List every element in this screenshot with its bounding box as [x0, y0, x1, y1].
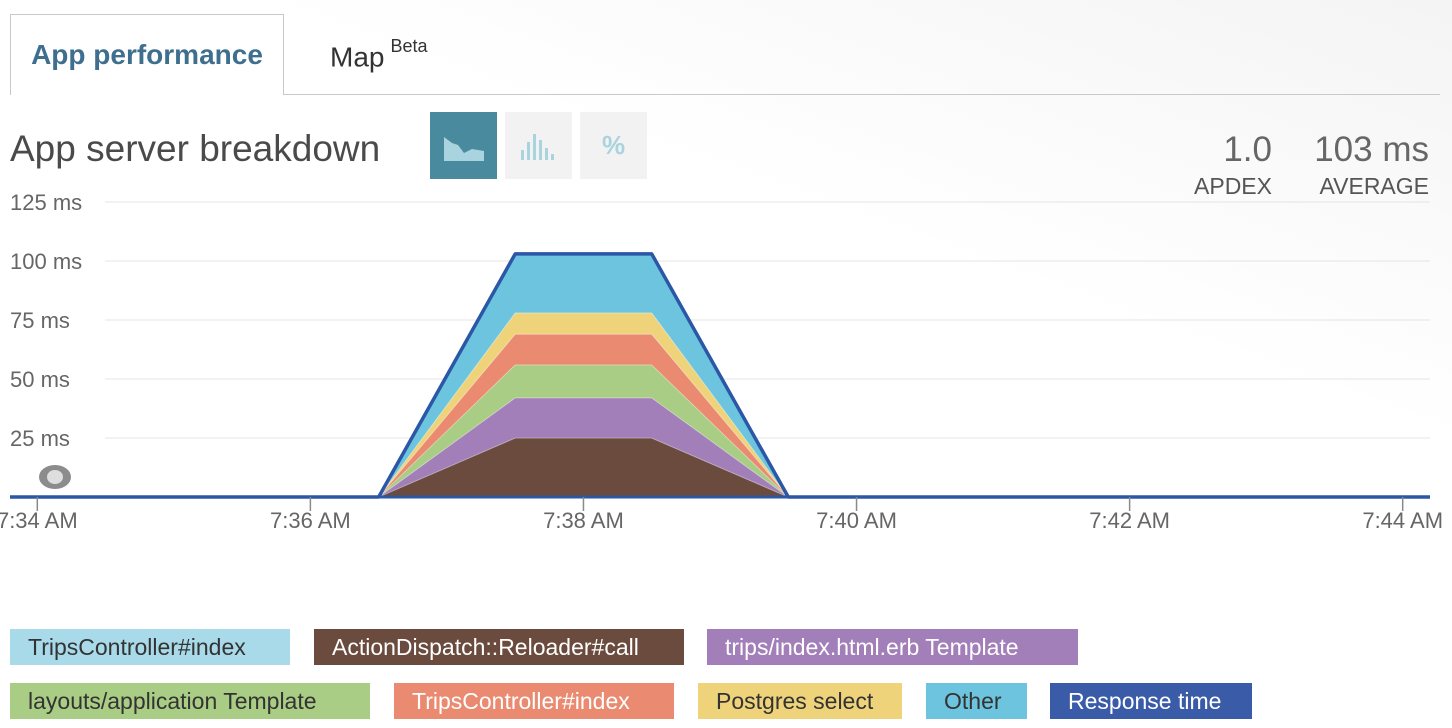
percent-button[interactable]: % — [580, 112, 647, 179]
x-tick-label: 7:36 AM — [270, 508, 351, 533]
average-value: 103 ms — [1314, 130, 1429, 169]
range-handle-center — [47, 470, 63, 484]
histogram-button[interactable] — [505, 112, 572, 179]
histogram-icon — [520, 133, 554, 160]
tab-app-performance[interactable]: App performance — [10, 14, 284, 95]
legend-item[interactable]: Postgres select — [698, 683, 902, 719]
legend-item[interactable]: trips/index.html.erb Template — [707, 629, 1078, 665]
tab-bar: App performance Map Beta — [0, 0, 1440, 96]
y-tick-label: 125 ms — [10, 190, 82, 215]
apdex-metric: 1.0 APDEX — [1194, 130, 1272, 200]
y-tick-label: 50 ms — [10, 367, 70, 392]
tab-app-performance-label: App performance — [31, 39, 263, 70]
x-tick-label: 7:38 AM — [543, 508, 624, 533]
legend-item[interactable]: TripsController#index — [394, 683, 674, 719]
x-tick-label: 7:34 AM — [0, 508, 78, 533]
legend-item[interactable]: TripsController#index — [10, 629, 290, 665]
legend-item[interactable]: layouts/application Template — [10, 683, 370, 719]
beta-badge: Beta — [390, 36, 428, 56]
legend-item[interactable]: Response time — [1050, 683, 1252, 719]
average-label: AVERAGE — [1319, 173, 1430, 199]
x-tick-label: 7:44 AM — [1362, 508, 1443, 533]
x-tick-label: 7:42 AM — [1089, 508, 1170, 533]
percent-icon: % — [601, 130, 626, 160]
apdex-value: 1.0 — [1223, 130, 1272, 169]
x-tick-label: 7:40 AM — [816, 508, 897, 533]
apdex-label: APDEX — [1194, 173, 1272, 199]
y-tick-label: 100 ms — [10, 249, 82, 274]
tab-map-label: Map — [330, 41, 385, 73]
average-metric: 103 ms AVERAGE — [1314, 130, 1429, 200]
legend-item[interactable]: ActionDispatch::Reloader#call — [314, 629, 684, 665]
legend-item[interactable]: Other — [926, 683, 1027, 719]
y-tick-label: 25 ms — [10, 426, 70, 451]
breakdown-chart: 125 ms 100 ms 75 ms 50 ms 25 ms 7:34 AM 7:36 A… — [0, 190, 1443, 533]
y-tick-label: 75 ms — [10, 308, 70, 333]
section-title: App server breakdown — [10, 128, 381, 169]
tab-map[interactable]: Map Beta — [330, 36, 428, 73]
tab-divider — [10, 94, 1440, 95]
area-chart-icon — [443, 136, 484, 161]
area-chart-button[interactable] — [430, 112, 497, 179]
